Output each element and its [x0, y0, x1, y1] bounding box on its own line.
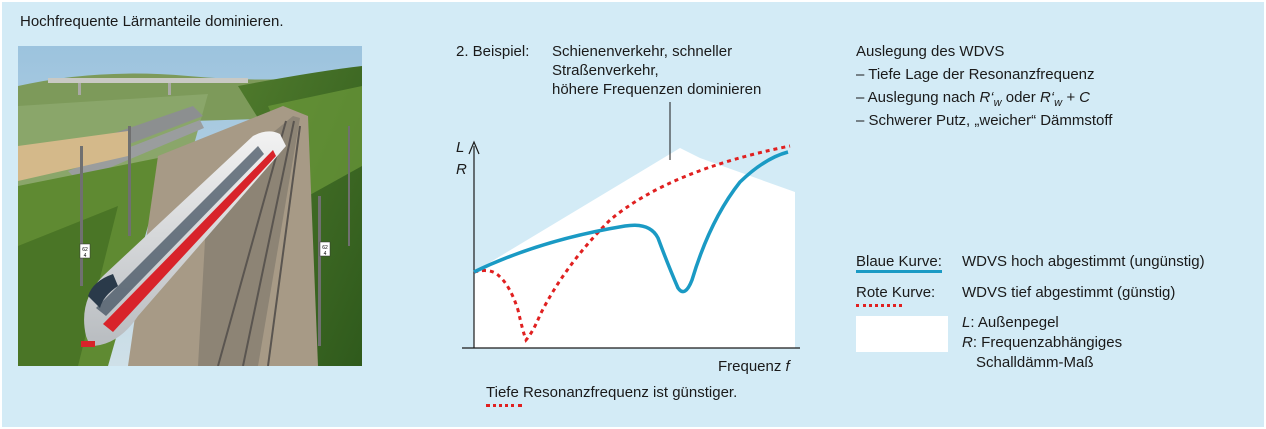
legend-white-area-swatch	[856, 316, 948, 352]
legend-red-key: Rote Kurve:	[856, 284, 936, 301]
chart-caption: Tiefe Resonanzfrequenz ist günstiger.	[486, 383, 737, 403]
formula-r-w-2: R‘w	[1039, 89, 1063, 109]
example-line-1: Schienenverkehr, schneller	[552, 43, 733, 60]
caption-rest: Resonanzfrequenz ist günstiger.	[518, 384, 738, 401]
y-label-r: R	[456, 161, 467, 178]
y-axis-arrow	[468, 140, 480, 155]
km-sign-text: 4	[84, 253, 87, 259]
frequency-chart	[462, 102, 800, 349]
legend-l-symbol: L	[962, 314, 971, 331]
blue-curve	[473, 150, 789, 294]
example-line-2: Straßenverkehr,	[552, 62, 659, 79]
legend-red-text: WDVS tief abgestimmt (günstig)	[962, 284, 1176, 301]
y-label-l: L	[456, 139, 465, 156]
train-photo: 62 4 62 4	[18, 46, 362, 366]
legend-r-entry: R: Frequenzabhängiges	[962, 333, 1122, 353]
design-item-2: – Auslegung nach R‘w oder R‘w + C	[856, 88, 1090, 113]
design-item-1: – Tiefe Lage der Resonanzfrequenz	[856, 66, 1095, 83]
heading: Hochfrequente Lärmanteile dominieren.	[20, 13, 284, 30]
formula-plus-c: + C	[1066, 89, 1091, 106]
design-item-2-text: – Auslegung nach	[856, 89, 976, 106]
legend-r-text-2: Schalldämm-Maß	[976, 354, 1094, 371]
caption-red-dotted-underline	[486, 404, 522, 407]
legend-red-dotted-swatch	[856, 304, 902, 307]
x-axis-symbol: f	[785, 358, 790, 375]
legend-r-text-1: : Frequenzabhängiges	[972, 334, 1123, 351]
legend-l-entry: L: Außenpegel	[962, 313, 1059, 333]
km-sign-text: 4	[324, 251, 327, 257]
km-sign-text: 62	[322, 245, 328, 251]
example-label: 2. Beispiel:	[456, 43, 530, 60]
legend-r-symbol: R	[962, 334, 973, 351]
km-sign-text: 62	[82, 247, 88, 253]
formula-or: oder	[1005, 89, 1036, 106]
legend-l-text: : Außenpegel	[970, 314, 1059, 331]
example-line-3: höhere Frequenzen dominieren	[552, 81, 762, 98]
legend-blue-key: Blaue Kurve:	[856, 252, 942, 273]
x-axis-label: Frequenz f	[718, 357, 790, 377]
design-item-3: – Schwerer Putz, „weicher“ Dämmstoff	[856, 112, 1113, 129]
legend-blue-text: WDVS hoch abgestimmt (ungünstig)	[962, 253, 1205, 270]
x-axis-label-text: Frequenz	[718, 358, 782, 375]
design-title: Auslegung des WDVS	[856, 43, 1005, 60]
noise-level-area	[474, 148, 795, 348]
caption-underlined-word: Tiefe	[486, 384, 519, 401]
formula-r-w-1: R‘w	[979, 89, 1002, 109]
red-curve	[473, 144, 791, 343]
